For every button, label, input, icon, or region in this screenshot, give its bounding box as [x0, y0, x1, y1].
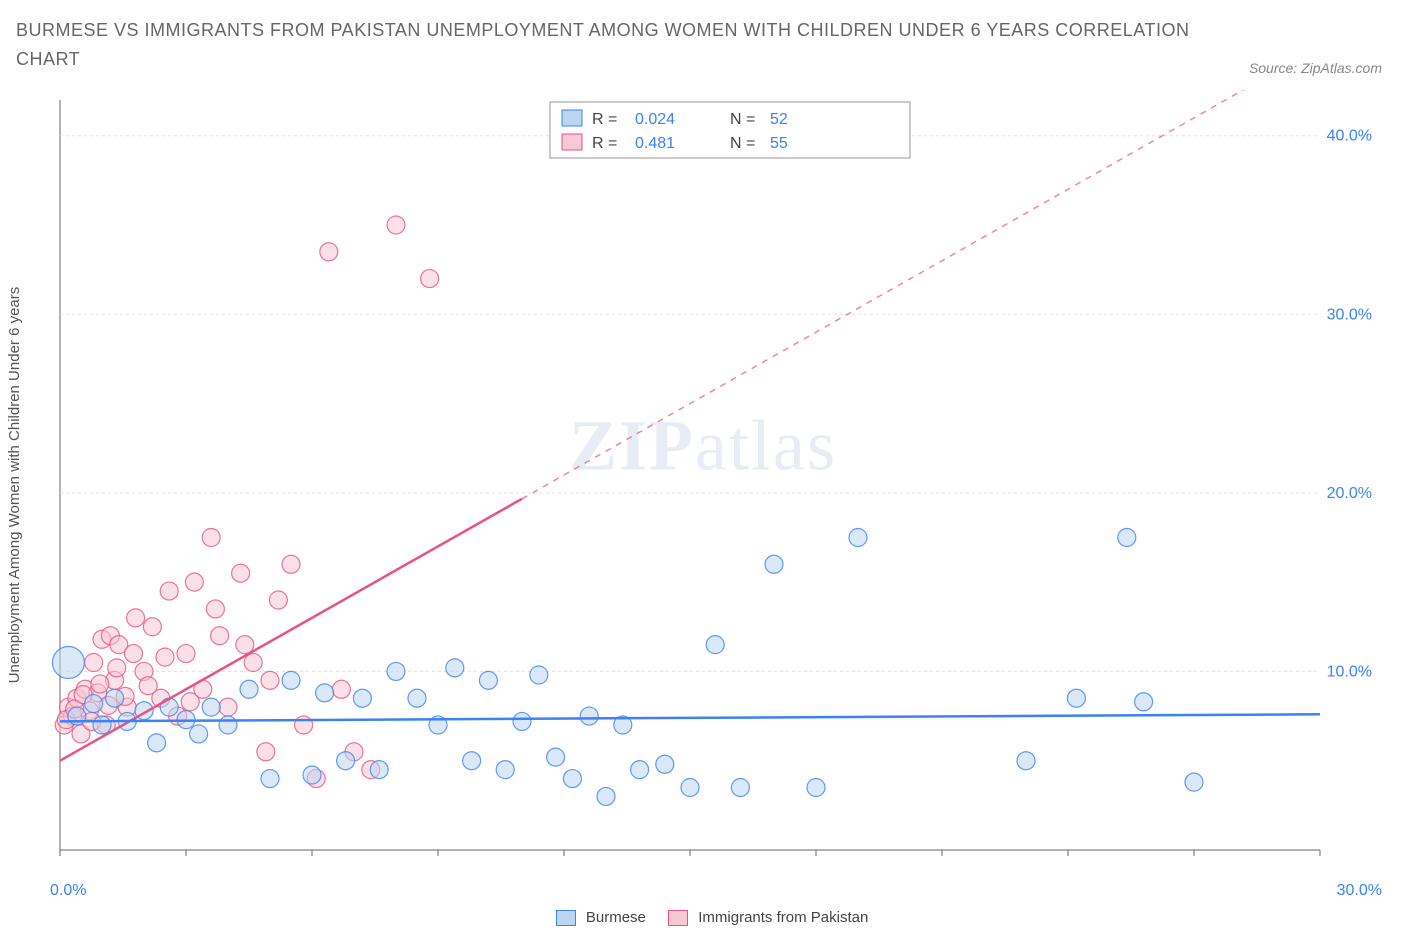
- y-axis-label: Unemployment Among Women with Children U…: [6, 90, 23, 880]
- legend-swatch-pakistan: [668, 910, 688, 926]
- chart-container: BURMESE VS IMMIGRANTS FROM PAKISTAN UNEM…: [0, 0, 1406, 930]
- svg-text:55: 55: [770, 135, 788, 152]
- source-attribution: Source: ZipAtlas.com: [1249, 60, 1382, 76]
- legend-label-pakistan: Immigrants from Pakistan: [698, 909, 868, 926]
- svg-text:20.0%: 20.0%: [1327, 485, 1372, 502]
- svg-text:R =: R =: [592, 135, 617, 152]
- svg-text:30.0%: 30.0%: [1327, 306, 1372, 323]
- svg-text:0.481: 0.481: [635, 135, 675, 152]
- svg-text:N =: N =: [730, 111, 755, 128]
- legend-swatch-burmese: [556, 910, 576, 926]
- x-axis-min-label: 0.0%: [50, 882, 86, 900]
- svg-text:52: 52: [770, 111, 788, 128]
- svg-text:10.0%: 10.0%: [1327, 663, 1372, 680]
- svg-text:40.0%: 40.0%: [1327, 128, 1372, 145]
- chart-svg: 10.0% 20.0% 30.0% 40.0% R = 0.024 N = 52 R = 0.48…: [40, 90, 1380, 880]
- plot-area: 10.0% 20.0% 30.0% 40.0% R = 0.024 N = 52 R = 0.48…: [40, 90, 1380, 880]
- svg-text:R =: R =: [592, 111, 617, 128]
- legend-label-burmese: Burmese: [586, 909, 646, 926]
- svg-text:0.024: 0.024: [635, 111, 675, 128]
- x-axis-max-label: 30.0%: [1337, 882, 1382, 900]
- bottom-legend: Burmese Immigrants from Pakistan: [0, 909, 1406, 926]
- svg-text:N =: N =: [730, 135, 755, 152]
- chart-title: BURMESE VS IMMIGRANTS FROM PAKISTAN UNEM…: [16, 16, 1206, 74]
